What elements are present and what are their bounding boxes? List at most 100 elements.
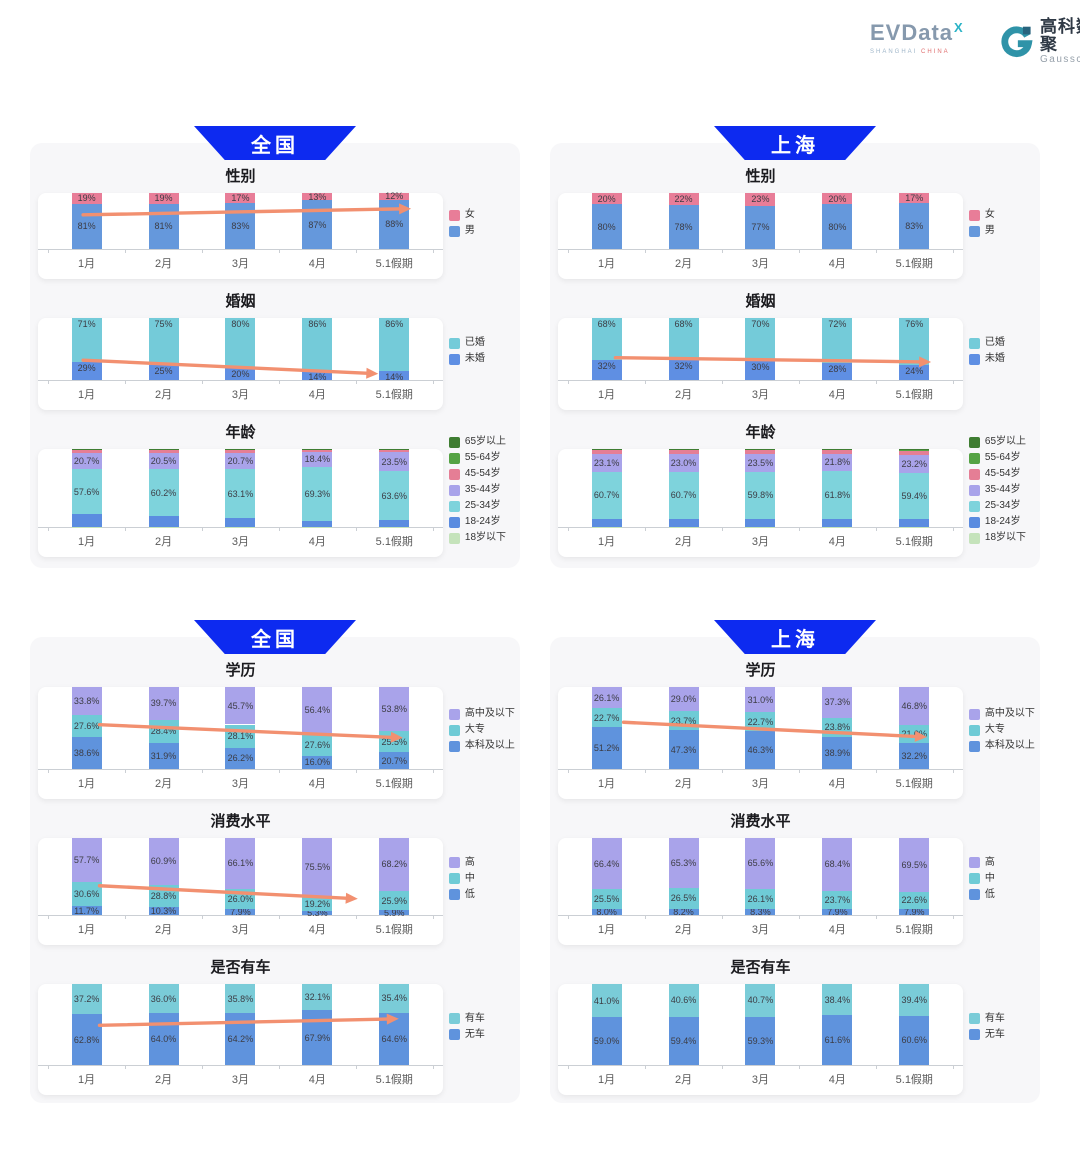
legend-item-18-24岁[interactable]: 18-24岁 bbox=[968, 516, 1040, 528]
bar-segment-高中及以下[interactable]: 26.1% bbox=[591, 687, 622, 709]
bar-segment-有车[interactable]: 35.8% bbox=[225, 984, 256, 1013]
bar-segment-55-64岁[interactable] bbox=[899, 449, 930, 451]
bar-segment-女[interactable]: 19% bbox=[148, 193, 179, 204]
bar-segment-35-44岁[interactable]: 20.7% bbox=[71, 453, 102, 470]
legend-item-有车[interactable]: 有车 bbox=[968, 1013, 1040, 1025]
legend-item-本科及以上[interactable]: 本科及以上 bbox=[968, 740, 1040, 752]
bar-segment-无车[interactable]: 64.2% bbox=[225, 1013, 256, 1065]
bar-segment-已婚[interactable]: 70% bbox=[745, 318, 776, 362]
bar-segment-35-44岁[interactable]: 20.7% bbox=[225, 452, 256, 469]
bar-segment-45-54岁[interactable] bbox=[379, 449, 410, 453]
bar-segment-高中及以下[interactable]: 39.7% bbox=[148, 687, 179, 720]
legend-item-男[interactable]: 男 bbox=[448, 225, 520, 237]
bar-segment-45-54岁[interactable] bbox=[899, 450, 930, 456]
bar-segment-已婚[interactable]: 86% bbox=[379, 318, 410, 372]
bar-segment-高[interactable]: 65.6% bbox=[745, 838, 776, 889]
bar-segment-高中及以下[interactable]: 31.0% bbox=[745, 687, 776, 713]
bar-segment-18-24岁[interactable] bbox=[379, 520, 410, 527]
bar-segment-18-24岁[interactable] bbox=[899, 519, 930, 527]
legend-item-已婚[interactable]: 已婚 bbox=[968, 337, 1040, 349]
bar-segment-无车[interactable]: 59.3% bbox=[745, 1016, 776, 1065]
bar-segment-本科及以上[interactable]: 38.6% bbox=[71, 737, 102, 769]
bar-segment-低[interactable]: 8.2% bbox=[668, 907, 699, 917]
bar-segment-本科及以上[interactable]: 47.3% bbox=[668, 730, 699, 769]
bar-segment-男[interactable]: 83% bbox=[899, 202, 930, 249]
legend-item-男[interactable]: 男 bbox=[968, 225, 1040, 237]
legend-item-高[interactable]: 高 bbox=[968, 857, 1040, 869]
bar-segment-35-44岁[interactable]: 20.5% bbox=[148, 453, 179, 470]
bar-segment-高中及以下[interactable]: 53.8% bbox=[379, 687, 410, 732]
bar-segment-有车[interactable]: 35.4% bbox=[379, 984, 410, 1013]
legend-item-25-34岁[interactable]: 25-34岁 bbox=[968, 500, 1040, 512]
legend-item-65岁以上[interactable]: 65岁以上 bbox=[448, 436, 520, 448]
bar-segment-低[interactable]: 8.3% bbox=[745, 907, 776, 917]
bar-segment-高[interactable]: 68.4% bbox=[822, 838, 853, 891]
bar-segment-低[interactable]: 7.9% bbox=[822, 907, 853, 917]
legend-item-大专[interactable]: 大专 bbox=[968, 724, 1040, 736]
bar-segment-25-34岁[interactable]: 60.7% bbox=[668, 471, 699, 519]
bar-segment-男[interactable]: 77% bbox=[745, 205, 776, 249]
bar-segment-35-44岁[interactable]: 23.1% bbox=[591, 453, 622, 472]
legend-item-18岁以下[interactable]: 18岁以下 bbox=[968, 532, 1040, 544]
bar-segment-本科及以上[interactable]: 32.2% bbox=[899, 742, 930, 769]
bar-segment-中[interactable]: 25.9% bbox=[379, 890, 410, 911]
bar-segment-大专[interactable]: 28.4% bbox=[148, 719, 179, 743]
bar-segment-低[interactable]: 8.0% bbox=[591, 907, 622, 917]
bar-segment-无车[interactable]: 61.6% bbox=[822, 1015, 853, 1065]
legend-item-低[interactable]: 低 bbox=[448, 889, 520, 901]
bar-segment-45-54岁[interactable] bbox=[822, 449, 853, 454]
bar-segment-已婚[interactable]: 76% bbox=[899, 318, 930, 366]
bar-segment-未婚[interactable]: 14% bbox=[379, 371, 410, 382]
bar-segment-低[interactable]: 11.7% bbox=[71, 906, 102, 916]
bar-segment-18-24岁[interactable] bbox=[302, 520, 333, 527]
bar-segment-有车[interactable]: 36.0% bbox=[148, 984, 179, 1014]
bar-segment-大专[interactable]: 23.7% bbox=[668, 710, 699, 731]
bar-segment-低[interactable]: 7.9% bbox=[225, 907, 256, 917]
bar-segment-高中及以下[interactable]: 33.8% bbox=[71, 687, 102, 715]
legend-item-45-54岁[interactable]: 45-54岁 bbox=[968, 468, 1040, 480]
bar-segment-高[interactable]: 60.9% bbox=[148, 838, 179, 885]
legend-item-高[interactable]: 高 bbox=[448, 857, 520, 869]
bar-segment-女[interactable]: 13% bbox=[302, 192, 333, 202]
bar-segment-45-54岁[interactable] bbox=[668, 449, 699, 454]
bar-segment-25-34岁[interactable]: 63.6% bbox=[379, 470, 410, 521]
bar-segment-本科及以上[interactable]: 51.2% bbox=[591, 727, 622, 769]
bar-segment-中[interactable]: 26.0% bbox=[225, 888, 256, 909]
bar-segment-45-54岁[interactable] bbox=[745, 449, 776, 454]
bar-segment-45-54岁[interactable] bbox=[302, 449, 333, 453]
bar-segment-未婚[interactable]: 28% bbox=[822, 362, 853, 380]
bar-segment-未婚[interactable]: 32% bbox=[591, 360, 622, 380]
bar-segment-高[interactable]: 57.7% bbox=[71, 838, 102, 883]
bar-segment-35-44岁[interactable]: 23.5% bbox=[745, 453, 776, 472]
bar-segment-高[interactable]: 66.4% bbox=[591, 838, 622, 890]
bar-segment-已婚[interactable]: 68% bbox=[591, 318, 622, 361]
bar-segment-18-24岁[interactable] bbox=[591, 519, 622, 527]
bar-segment-高[interactable]: 65.3% bbox=[668, 838, 699, 889]
bar-segment-中[interactable]: 19.2% bbox=[302, 896, 333, 911]
bar-segment-中[interactable]: 22.6% bbox=[899, 891, 930, 909]
bar-segment-男[interactable]: 88% bbox=[379, 199, 410, 249]
bar-segment-无车[interactable]: 64.0% bbox=[148, 1013, 179, 1065]
bar-segment-低[interactable]: 5.9% bbox=[379, 908, 410, 918]
bar-segment-25-34岁[interactable]: 57.6% bbox=[71, 469, 102, 515]
bar-segment-本科及以上[interactable]: 20.7% bbox=[379, 752, 410, 769]
bar-segment-35-44岁[interactable]: 23.2% bbox=[899, 455, 930, 474]
bar-segment-无车[interactable]: 64.6% bbox=[379, 1012, 410, 1065]
bar-segment-25-34岁[interactable]: 59.4% bbox=[899, 473, 930, 520]
bar-segment-未婚[interactable]: 14% bbox=[302, 371, 333, 382]
bar-segment-女[interactable]: 22% bbox=[668, 193, 699, 206]
bar-segment-女[interactable]: 20% bbox=[591, 193, 622, 205]
legend-item-女[interactable]: 女 bbox=[968, 209, 1040, 221]
legend-item-55-64岁[interactable]: 55-64岁 bbox=[448, 452, 520, 464]
bar-segment-25-34岁[interactable]: 61.8% bbox=[822, 470, 853, 519]
bar-segment-未婚[interactable]: 30% bbox=[745, 361, 776, 380]
legend-item-无车[interactable]: 无车 bbox=[448, 1029, 520, 1041]
bar-segment-女[interactable]: 23% bbox=[745, 193, 776, 206]
bar-segment-35-44岁[interactable]: 21.8% bbox=[822, 453, 853, 471]
bar-segment-有车[interactable]: 32.1% bbox=[302, 984, 333, 1011]
bar-segment-已婚[interactable]: 75% bbox=[148, 318, 179, 365]
bar-segment-无车[interactable]: 59.4% bbox=[668, 1016, 699, 1065]
bar-segment-中[interactable]: 30.6% bbox=[71, 882, 102, 906]
bar-segment-高中及以下[interactable]: 37.3% bbox=[822, 687, 853, 718]
bar-segment-无车[interactable]: 62.8% bbox=[71, 1014, 102, 1065]
